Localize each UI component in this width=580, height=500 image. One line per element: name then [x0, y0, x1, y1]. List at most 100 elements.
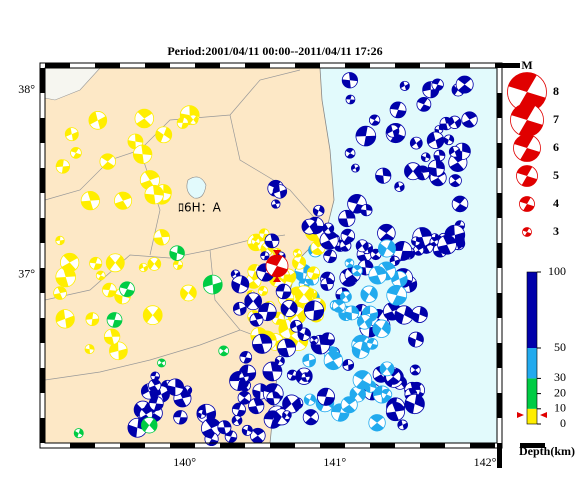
dash [220, 443, 245, 448]
beachball-lobe [311, 335, 330, 355]
beachball-lobe [408, 332, 424, 347]
x-tick-label: 142° [474, 455, 497, 469]
beachball-lobe [417, 97, 431, 112]
beachball-lobe [354, 370, 371, 390]
beachball-lobe [344, 305, 359, 320]
magnitude-label: 3 [553, 224, 559, 238]
dash [395, 63, 420, 68]
magnitude-symbol [513, 134, 541, 162]
dash [40, 168, 45, 193]
beachball-lobe [56, 159, 70, 174]
magnitude-label: 6 [553, 140, 559, 154]
beachball-lobe [295, 287, 313, 302]
beachball-lobe [139, 263, 148, 272]
beachball-lobe [101, 153, 115, 170]
beachball-lobe [360, 204, 373, 216]
beachball-lobe [260, 251, 270, 261]
beachball-lobe [294, 264, 312, 282]
beachball-lobe [262, 361, 282, 381]
beachball-lobe [248, 398, 264, 414]
beachball-lobe [266, 391, 281, 405]
dash [40, 318, 45, 343]
beachball-lobe [276, 284, 291, 299]
beachball-lobe [462, 111, 477, 128]
beachball-lobe [301, 220, 317, 234]
beachball-lobe [169, 245, 185, 261]
beachball-lobe [287, 369, 298, 381]
beachball-lobe [127, 133, 143, 149]
beachball-lobe [352, 265, 362, 276]
beachball-lobe [421, 152, 431, 162]
beachball-lobe [386, 402, 405, 421]
beachball-lobe [153, 229, 170, 246]
annotation: ﾛ6H：A [178, 201, 222, 215]
beachball-lobe [55, 309, 75, 329]
beachball-lobe [281, 301, 298, 316]
beachball-lobe [55, 236, 65, 245]
beachball-lobe [390, 101, 406, 118]
beachball-lobe [457, 75, 472, 94]
beachball-lobe [443, 135, 454, 145]
beachball-lobe [217, 420, 232, 434]
dash [120, 443, 145, 448]
beachball-lobe [519, 196, 535, 212]
beachball-lobe [148, 379, 161, 392]
beachball-lobe [232, 403, 246, 417]
beachball-lobe [229, 371, 249, 391]
y-tick-label: 37° [18, 267, 35, 281]
beachball-lobe [397, 420, 408, 430]
beachball-lobe [177, 117, 189, 129]
beachball-lobe [434, 125, 444, 134]
beachball-lobe [422, 81, 439, 98]
beachball-lobe [362, 306, 378, 322]
beachball-lobe [251, 428, 265, 444]
beachball-lobe [88, 111, 107, 129]
beachball-lobe [244, 294, 262, 309]
beachball-lobe [140, 170, 160, 190]
beachball-lobe [345, 148, 355, 159]
beachball-lobe [293, 249, 302, 258]
magnitude-symbol [510, 103, 544, 137]
beachball-lobe [371, 249, 380, 260]
dash [497, 443, 502, 468]
depth-tick-label: 20 [554, 385, 566, 399]
beachball-lobe [390, 256, 400, 266]
depth-tick-label: 100 [548, 264, 566, 278]
beachball-lobe [225, 430, 237, 443]
dash [470, 443, 495, 448]
beachball-lobe [252, 334, 272, 354]
beachball-lobe [275, 356, 285, 366]
beachball-lobe [144, 185, 164, 205]
beachball-lobe [304, 394, 316, 405]
beachball-lobe [331, 403, 349, 422]
beachball-lobe [282, 396, 301, 412]
beachball-lobe [96, 270, 105, 280]
dash [520, 443, 545, 448]
beachball-lobe [258, 303, 277, 321]
beachball-lobe [338, 210, 356, 227]
beachball-lobe [271, 199, 281, 209]
beachball-lobe [313, 205, 325, 216]
lake [186, 176, 207, 199]
beachball-lobe [239, 391, 250, 405]
beachball-lobe [114, 192, 132, 210]
magnitude-symbol [522, 227, 532, 237]
dash [445, 63, 470, 68]
magnitude-label: 5 [553, 168, 559, 182]
beachball-lobe [202, 418, 221, 439]
beachball-lobe [188, 115, 199, 124]
beachball-lobe [404, 394, 425, 414]
beachball-lobe [368, 266, 387, 285]
beachball-lobe [302, 354, 316, 367]
beachball-lobe [81, 191, 100, 210]
beachball-lobe [411, 306, 428, 323]
beachball-lobe [448, 116, 461, 128]
beachball-lobe [437, 235, 457, 255]
dash [40, 418, 45, 443]
beachball-lobe [320, 277, 334, 291]
beachball-lobe [522, 227, 532, 237]
beachball-lobe [258, 286, 268, 296]
beachball-lobe [290, 320, 303, 332]
frame-ticks [40, 63, 545, 468]
beachball-lobe [157, 358, 166, 367]
